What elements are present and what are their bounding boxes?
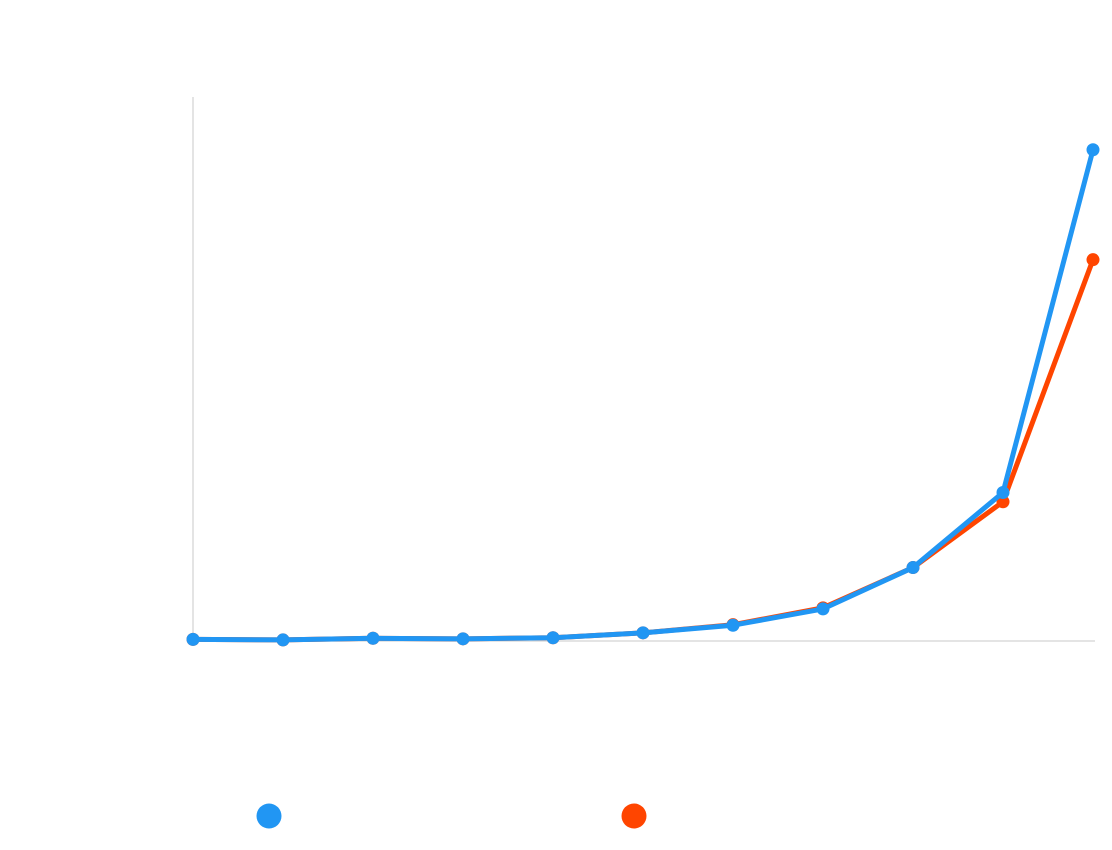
series-layer xyxy=(186,143,1100,647)
series-1-point[interactable] xyxy=(1086,143,1100,157)
legend-swatch-series-2[interactable] xyxy=(621,803,647,829)
axes xyxy=(192,97,1095,642)
series-2-point[interactable] xyxy=(1086,253,1100,267)
legend xyxy=(256,803,647,829)
series-1-point[interactable] xyxy=(456,632,470,646)
series-1 xyxy=(186,143,1100,647)
series-1-point[interactable] xyxy=(186,632,200,646)
series-1-point[interactable] xyxy=(636,626,650,640)
series-1-point[interactable] xyxy=(276,633,290,647)
series-2-line xyxy=(190,257,1096,643)
series-2 xyxy=(186,253,1100,647)
series-1-point[interactable] xyxy=(726,618,740,632)
series-1-point[interactable] xyxy=(546,631,560,645)
series-1-line xyxy=(190,147,1096,643)
series-2-point[interactable] xyxy=(996,495,1010,509)
legend-swatch-series-1[interactable] xyxy=(256,803,282,829)
series-1-point[interactable] xyxy=(816,602,830,616)
series-1-point[interactable] xyxy=(366,631,380,645)
series-1-point[interactable] xyxy=(906,561,920,575)
series-1-point[interactable] xyxy=(996,485,1010,499)
